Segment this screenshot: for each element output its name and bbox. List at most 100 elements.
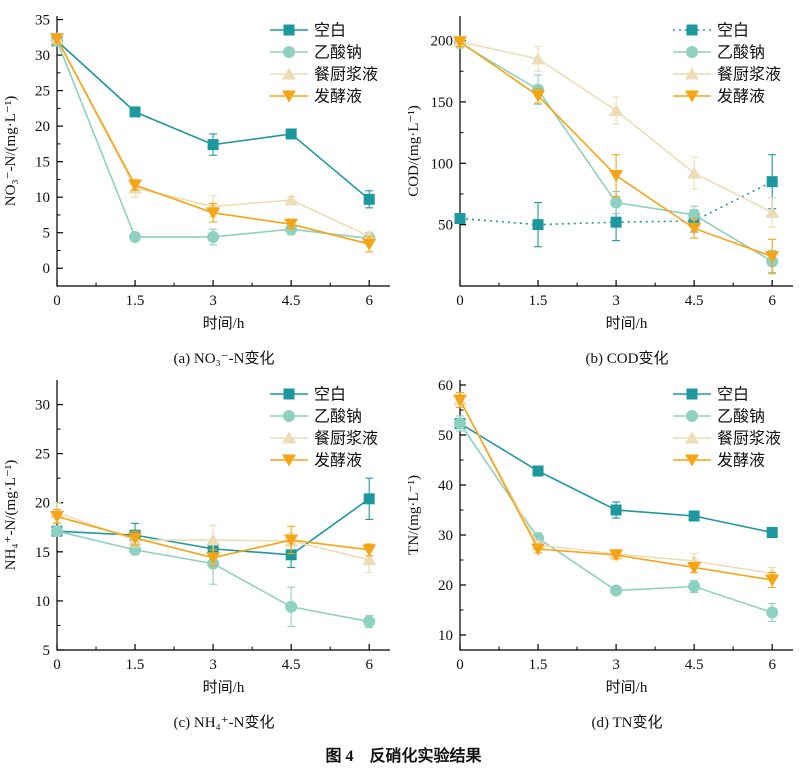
marker-triangle-down (282, 454, 296, 467)
x-tick-label: 4.5 (685, 293, 704, 309)
x-tick-label: 3 (612, 293, 620, 309)
marker-circle (129, 230, 142, 243)
panel-a-no3n: 0 5 10 15 20 25 30 35 0 1.5 3 4.5 6 NO₃⁻-N/(mg·L⁻¹) 时间… (0, 4, 403, 368)
legend-label: 餐厨浆液 (314, 66, 378, 84)
marker-circle (363, 615, 376, 628)
marker-square (207, 139, 219, 151)
marker-circle (610, 196, 623, 209)
y-tick-label: 20 (35, 119, 50, 135)
x-tick-label: 4.5 (282, 657, 301, 673)
y-tick-label: 50 (438, 218, 453, 234)
marker-triangle-down (284, 218, 299, 231)
legend-label: 乙酸钠 (314, 44, 362, 62)
x-tick-label: 6 (768, 657, 776, 673)
legend-label: 乙酸钠 (717, 408, 765, 426)
y-tick-label: 20 (35, 496, 50, 512)
chart-grid: 0 5 10 15 20 25 30 35 0 1.5 3 4.5 6 NO₃⁻-N/(mg·L⁻¹) 时间… (0, 4, 807, 732)
marker-triangle-down (687, 562, 702, 574)
chart-c-caption: (c) NH₄⁺-N变化 (173, 715, 275, 731)
marker-circle (688, 208, 701, 221)
x-tick-label: 6 (365, 657, 373, 673)
marker-triangle-up (206, 533, 221, 546)
marker-circle (285, 600, 298, 613)
marker-square (686, 24, 698, 36)
legend-label: 发酵液 (314, 452, 362, 470)
marker-square (688, 510, 700, 522)
marker-triangle-down (128, 179, 143, 192)
marker-square (285, 549, 297, 561)
x-tick-label: 0 (53, 293, 61, 309)
marker-triangle-up (687, 166, 702, 179)
marker-circle (283, 46, 295, 58)
marker-triangle-down (206, 552, 221, 565)
x-tick-label: 1.5 (126, 657, 145, 673)
legend-label: 餐厨浆液 (717, 430, 781, 448)
y-axis-label: NO₃⁻-N/(mg·L⁻¹) (3, 96, 19, 207)
axes: 50 100 150 200 0 1.5 3 4.5 6 (431, 16, 793, 309)
marker-triangle-up (685, 67, 699, 80)
marker-triangle-down (282, 90, 296, 103)
marker-square (766, 176, 778, 188)
marker-triangle-up (685, 431, 699, 444)
x-tick-label: 1.5 (126, 293, 145, 309)
figure-caption: 图 4 反硝化实验结果 (325, 748, 482, 765)
marker-square (532, 219, 544, 231)
axes: 5 10 15 20 25 30 0 1.5 3 4.5 6 (35, 380, 390, 673)
y-axis-label: TN/(mg·L⁻¹) (406, 475, 422, 555)
y-tick-label: 10 (35, 190, 50, 206)
marker-circle (454, 417, 466, 430)
series-ferment (453, 36, 780, 275)
chart-a-canvas: 0 5 10 15 20 25 30 35 0 1.5 3 4.5 6 NO₃⁻-N/(mg·L⁻¹) 时间… (3, 13, 390, 332)
marker-triangle-down (609, 170, 624, 183)
marker-triangle-up (765, 205, 780, 218)
marker-square (363, 493, 375, 505)
marker-triangle-down (453, 36, 467, 49)
marker-square (454, 213, 466, 224)
marker-circle (766, 606, 779, 619)
marker-circle (686, 410, 698, 422)
marker-triangle-up (282, 431, 296, 444)
y-tick-label: 40 (438, 478, 453, 494)
marker-triangle-down (50, 33, 64, 46)
chart-a-caption: (a) NO₃⁻-N变化 (173, 351, 275, 367)
legend-label: 发酵液 (717, 452, 765, 470)
legend-label: 空白 (314, 22, 346, 40)
y-tick-label: 30 (35, 48, 50, 64)
y-tick-label: 25 (35, 84, 50, 100)
marker-circle (283, 410, 295, 422)
x-tick-label: 4.5 (685, 657, 704, 673)
panel-d-tn: 10 20 30 40 50 60 0 1.5 3 4.5 6 TN/(mg·L⁻¹) 时间/h 空白 乙酸… (403, 368, 807, 732)
y-tick-label: 150 (431, 95, 454, 111)
marker-circle (688, 580, 701, 593)
legend-label: 乙酸钠 (314, 408, 362, 426)
marker-triangle-down (685, 454, 699, 467)
y-tick-label: 15 (35, 545, 50, 561)
marker-square (610, 216, 622, 228)
y-axis-label: NH₄⁺-N/(mg·L⁻¹) (3, 460, 19, 571)
marker-circle (51, 525, 63, 538)
legend-label: 空白 (717, 386, 749, 404)
marker-triangle-up (609, 104, 624, 116)
y-tick-label: 0 (43, 261, 51, 277)
y-tick-label: 35 (35, 13, 50, 29)
marker-square (129, 106, 141, 118)
marker-triangle-down (206, 207, 221, 220)
y-tick-label: 15 (35, 155, 50, 171)
marker-triangle-down (362, 544, 377, 557)
y-axis-label: COD/(mg·L⁻¹) (406, 105, 422, 197)
marker-triangle-down (687, 222, 702, 235)
marker-triangle-down (685, 90, 699, 103)
legend-label: 空白 (314, 386, 346, 404)
marker-triangle-down (128, 532, 143, 545)
series-ferment (453, 391, 780, 589)
marker-circle (686, 46, 698, 58)
marker-square (363, 193, 375, 205)
marker-triangle-down (453, 394, 467, 407)
marker-circle (610, 584, 623, 597)
y-tick-label: 25 (35, 447, 50, 463)
marker-circle (207, 230, 220, 243)
marker-triangle-down (362, 238, 377, 251)
